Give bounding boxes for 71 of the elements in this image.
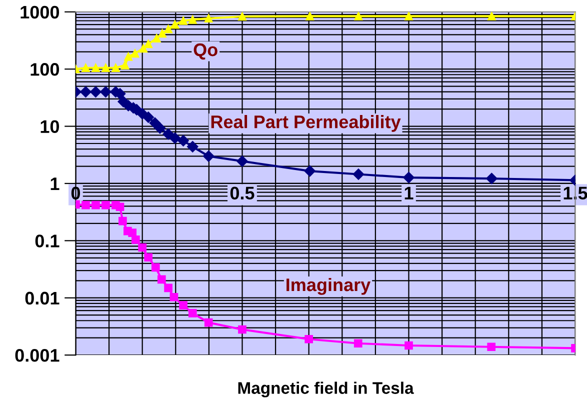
y-tick-label: 0.001 xyxy=(15,348,60,362)
point xyxy=(304,334,314,344)
point xyxy=(138,243,146,252)
point xyxy=(144,253,152,262)
point xyxy=(92,64,100,72)
point xyxy=(116,202,124,212)
point xyxy=(124,52,133,61)
point xyxy=(403,172,414,184)
point xyxy=(354,339,362,348)
point xyxy=(82,64,90,72)
point xyxy=(238,12,246,21)
point xyxy=(236,156,248,167)
point xyxy=(132,236,140,244)
y-tick-label: 1 xyxy=(50,178,60,190)
point xyxy=(157,275,166,284)
point xyxy=(352,168,364,180)
point xyxy=(118,216,127,226)
point xyxy=(164,284,172,292)
point xyxy=(202,150,214,162)
text: Imaginary xyxy=(286,278,371,295)
y-tick-label: 0.01 xyxy=(25,292,60,305)
point xyxy=(486,172,498,184)
point xyxy=(179,301,188,310)
point xyxy=(238,325,246,334)
point xyxy=(92,200,100,210)
point xyxy=(354,12,363,20)
y-tick-label: 1000 xyxy=(20,6,60,19)
point xyxy=(164,24,172,34)
point xyxy=(304,165,316,177)
point xyxy=(204,14,213,23)
series-label: Qo xyxy=(194,43,218,60)
point xyxy=(144,40,152,48)
series-label: Real Part Permeability xyxy=(211,115,401,132)
point xyxy=(130,49,140,58)
x-axis-title: Magnetic field in Tesla xyxy=(238,382,414,398)
point xyxy=(100,86,112,98)
point xyxy=(169,132,181,144)
point xyxy=(187,141,198,152)
point xyxy=(158,29,166,38)
point xyxy=(404,341,413,350)
point xyxy=(151,263,160,272)
y-tick-label: 10 xyxy=(40,120,60,133)
point xyxy=(142,112,154,123)
y-tick-label: 0.1 xyxy=(35,234,60,248)
point xyxy=(306,12,314,20)
point xyxy=(170,20,180,29)
point xyxy=(128,228,137,238)
y-tick-label: 100 xyxy=(30,63,60,76)
point xyxy=(179,16,188,25)
point xyxy=(162,128,174,140)
point xyxy=(152,34,161,42)
x-tick-label: 0.5 xyxy=(230,186,254,200)
point xyxy=(120,61,130,70)
x-tick-label: 1 xyxy=(404,186,414,200)
x-tick-label: 1.5 xyxy=(564,186,587,200)
point xyxy=(154,122,166,134)
point xyxy=(404,12,413,20)
point xyxy=(102,200,110,210)
point xyxy=(188,16,197,24)
point xyxy=(178,135,189,146)
point xyxy=(139,44,148,53)
point xyxy=(170,292,178,302)
point xyxy=(204,318,213,327)
point xyxy=(112,64,120,72)
point xyxy=(488,12,496,20)
point xyxy=(80,86,92,98)
point xyxy=(82,200,90,210)
point xyxy=(487,342,496,352)
point xyxy=(102,64,110,72)
point xyxy=(188,309,197,318)
point xyxy=(90,86,102,98)
